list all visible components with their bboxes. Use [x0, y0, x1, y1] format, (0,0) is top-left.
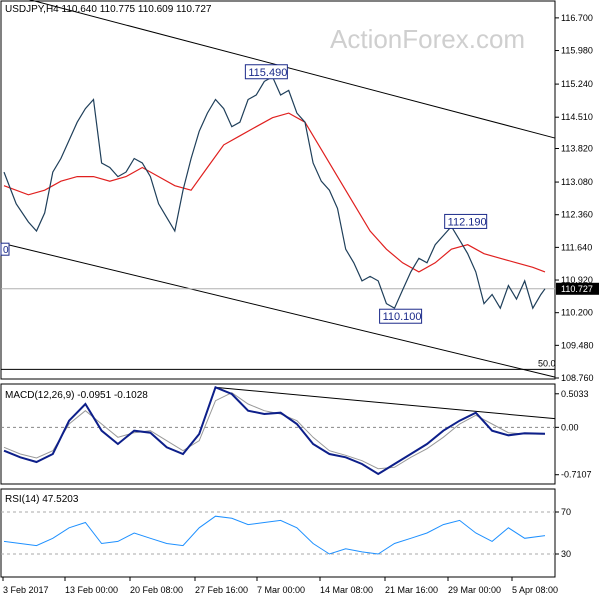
annotation-label: 112.190	[448, 216, 487, 228]
x-axis-tick-label: 3 Feb 2017	[3, 585, 49, 595]
price-axis-tick-label: 112.360	[561, 210, 593, 220]
price-axis-tick-label: 109.480	[561, 340, 594, 350]
annotation-label: 0	[3, 245, 9, 256]
price-axis-tick-label: 110.200	[561, 308, 593, 318]
symbol-title: USDJPY,H4 110.640 110.775 110.609 110.72…	[5, 4, 212, 15]
price-panel	[0, 0, 556, 380]
watermark: ActionForex.com	[330, 24, 525, 54]
annotation-label: 115.490	[248, 67, 287, 79]
price-axis-tick-label: 108.760	[561, 373, 594, 383]
price-axis-tick-label: 113.820	[561, 143, 593, 153]
x-axis-tick-label: 27 Feb 16:00	[195, 585, 248, 595]
price-axis-tick-label: 111.640	[561, 242, 592, 252]
rsi-panel	[0, 488, 556, 578]
macd-line	[3, 385, 546, 476]
x-axis-tick-label: 5 Apr 08:00	[512, 585, 558, 595]
rsi-line	[3, 515, 546, 555]
x-axis-tick-label: 14 Mar 08:00	[320, 585, 373, 595]
macd-trendline	[215, 386, 556, 420]
annotation-box	[244, 64, 288, 80]
macd-axis-tick-label: 0.5033	[561, 389, 589, 399]
rsi-axis-tick-label: 30	[561, 549, 571, 559]
price-line	[3, 75, 546, 310]
rsi-title: RSI(14) 47.5203	[5, 494, 79, 505]
annotation-box	[444, 213, 488, 229]
x-axis-tick-label: 20 Feb 08:00	[130, 585, 183, 595]
annotation-label: 110.100	[383, 311, 422, 323]
rsi-axis-tick-label: 70	[561, 507, 571, 517]
macd-panel	[0, 383, 556, 485]
price-axis-tick-label: 115.240	[561, 79, 593, 89]
x-axis-tick-label: 7 Mar 00:00	[257, 585, 305, 595]
annotation-box	[0, 242, 10, 256]
price-axis-tick-label: 113.080	[561, 177, 593, 187]
moving-average-line	[3, 112, 546, 273]
macd-axis-tick-label: -0.7107	[561, 470, 592, 480]
price-layer: 115.490 112.190 110.100 0 50.0	[0, 0, 556, 378]
rsi-layer: RSI(14) 47.5203	[1, 494, 555, 555]
price-axis-tick-label: 110.920	[561, 275, 593, 285]
x-axis-tick-label: 13 Feb 00:00	[65, 585, 118, 595]
price-axis-tick-label: 115.980	[561, 46, 593, 56]
macd-layer: MACD(12,26,9) -0.0951 -0.1028	[1, 385, 556, 476]
current-price-box	[556, 282, 599, 295]
x-axis-tick-label: 29 Mar 00:00	[448, 585, 501, 595]
annotation-box	[379, 308, 423, 324]
channel-lower-line	[3, 243, 556, 378]
current-price-label: 110.727	[561, 284, 593, 294]
macd-title: MACD(12,26,9) -0.0951 -0.1028	[5, 390, 148, 401]
macd-axis-tick-label: 0.00	[561, 422, 579, 432]
price-axis-tick-label: 116.700	[561, 13, 593, 23]
axis-layer: 116.700 115.980 115.240 114.510 113.820 113.0…	[2, 13, 599, 595]
annotation-label: 50.0	[538, 358, 556, 368]
x-axis-tick-label: 21 Mar 16:00	[385, 585, 438, 595]
price-axis-tick-label: 114.510	[561, 112, 593, 122]
